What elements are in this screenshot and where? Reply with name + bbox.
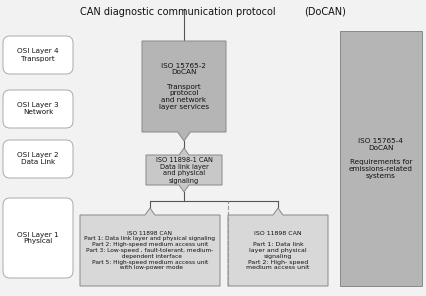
Text: CAN diagnostic communication protocol: CAN diagnostic communication protocol — [80, 7, 275, 17]
Text: ISO 15765-4
DoCAN

Requirements for
emissions-related
systems: ISO 15765-4 DoCAN Requirements for emiss… — [348, 138, 412, 179]
Text: ISO 11898 CAN
Part 1: Data link layer and physical signaling
Part 2: High-speed : ISO 11898 CAN Part 1: Data link layer an… — [84, 231, 215, 271]
Text: OSI Layer 3
Network: OSI Layer 3 Network — [17, 102, 59, 115]
Text: OSI Layer 2
Data Link: OSI Layer 2 Data Link — [17, 152, 59, 165]
Text: (DoCAN): (DoCAN) — [303, 7, 345, 17]
Text: OSI Layer 4
Transport: OSI Layer 4 Transport — [17, 49, 59, 62]
FancyBboxPatch shape — [3, 198, 73, 278]
Bar — [339, 31, 421, 286]
Polygon shape — [227, 208, 327, 286]
FancyBboxPatch shape — [3, 36, 73, 74]
Text: ISO 15765-2
DoCAN

Transport
protocol
and network
layer services: ISO 15765-2 DoCAN Transport protocol and… — [158, 62, 209, 110]
Polygon shape — [80, 208, 219, 286]
Text: OSI Layer 1
Physical: OSI Layer 1 Physical — [17, 231, 59, 244]
Polygon shape — [146, 148, 222, 192]
Text: ISO 11898-1 CAN
Data link layer
and physical
signaling: ISO 11898-1 CAN Data link layer and phys… — [155, 157, 212, 184]
Text: ISO 11898 CAN

Part 1: Data link
layer and physical
signaling
Part 2: High- spee: ISO 11898 CAN Part 1: Data link layer an… — [246, 231, 309, 271]
Polygon shape — [142, 41, 225, 141]
FancyBboxPatch shape — [3, 90, 73, 128]
FancyBboxPatch shape — [3, 140, 73, 178]
